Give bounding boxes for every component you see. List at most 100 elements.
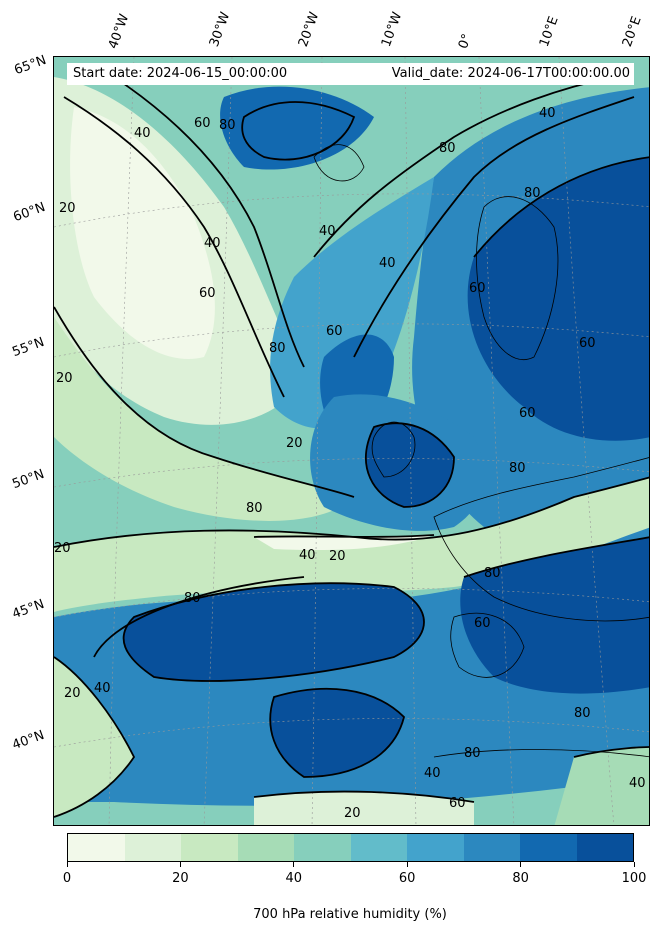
colorbar-tick: [66, 862, 68, 867]
graticule-lon-30w: [203, 57, 233, 825]
contour-label: 80: [246, 501, 263, 516]
contour-line-40-sw: [54, 656, 136, 818]
lat-label-40n: 40°N: [10, 727, 47, 754]
graticule-lat-50n: [54, 458, 649, 488]
contour-line-80-ne: [473, 156, 649, 258]
contour-line-40-diag: [313, 76, 615, 258]
contour-label: 20: [286, 436, 303, 451]
contour-label: 80: [574, 706, 591, 721]
coastlines: [313, 144, 649, 758]
contour-label: 20: [56, 371, 73, 386]
contour-label: 40: [319, 224, 336, 239]
graticule-lon-40w: [108, 57, 135, 825]
contour-label: 20: [59, 201, 76, 216]
contour-label: 40: [204, 236, 221, 251]
colorbar-tick: [633, 862, 635, 867]
contour-line-20-nw: [63, 96, 285, 398]
contour-label: 20: [64, 686, 81, 701]
contour-label: 60: [194, 116, 211, 131]
colorbar-segment: [237, 834, 294, 861]
contour-labels: 40 60 80 40 20 40 60 80 40 60 80 60 20 4…: [54, 106, 646, 821]
moist-band-north: [220, 86, 374, 170]
valid-date-label: Valid_date: 2024-06-17T00:00:00.00: [391, 66, 630, 81]
contour-label: 60: [579, 336, 596, 351]
contour-line-40-middle: [54, 476, 649, 548]
coast-scandinavia: [476, 196, 559, 360]
graticule-lon-10w: [404, 57, 417, 825]
colorbar-tick-label: 60: [398, 871, 416, 886]
contour-line-80-south: [122, 582, 425, 682]
contour-label: 80: [184, 591, 201, 606]
contour-label: 80: [484, 566, 501, 581]
contour-line-40-se: [573, 746, 649, 758]
humidity-fill-layer: [54, 77, 649, 825]
colorbar-label: 700 hPa relative humidity (%): [253, 907, 447, 922]
lon-label-20w: 20°W: [295, 10, 323, 49]
moist-central-europe-core: [365, 423, 454, 507]
colorbar: [67, 833, 634, 862]
contour-label: 60: [474, 616, 491, 631]
contour-line-20-west: [54, 306, 355, 498]
colorbar-tick: [520, 862, 522, 867]
coast-iceland: [313, 144, 365, 182]
contour-label: 80: [509, 461, 526, 476]
colorbar-tick-label: 40: [285, 871, 303, 886]
colorbar-tick-label: 0: [62, 871, 72, 886]
moist-core-sw: [270, 688, 404, 777]
lat-label-60n: 60°N: [11, 199, 48, 226]
contour-label: 60: [519, 406, 536, 421]
coast-iberia: [450, 612, 525, 678]
contour-label: 40: [299, 548, 316, 563]
lon-label-40w: 40°W: [105, 12, 133, 51]
header-box: [67, 63, 634, 85]
contour-label: 20: [329, 549, 346, 564]
contour-label: 40: [629, 776, 646, 791]
contour-line-80-north: [241, 101, 356, 161]
colorbar-tick: [179, 862, 181, 867]
humidity-map: 40 60 80 40 20 40 60 80 40 60 80 60 20 4…: [53, 56, 650, 826]
very-moist-core-se: [460, 537, 649, 694]
humidity-map-svg: 40 60 80 40 20 40 60 80 40 60 80 60 20 4…: [54, 57, 649, 825]
colorbar-tick-label: 100: [621, 871, 647, 886]
dry-region-se: [554, 747, 649, 825]
colorbar-segment: [124, 834, 181, 861]
contour-line-40-nw: [113, 76, 305, 368]
contour-label: 60: [469, 281, 486, 296]
moist-diagonal-band: [270, 177, 434, 429]
colorbar-segment: [407, 834, 464, 861]
colorbar-segment: [181, 834, 238, 861]
contour-label: 40: [379, 256, 396, 271]
very-moist-core-ne: [467, 157, 649, 441]
colorbar-segment: [463, 834, 520, 861]
colorbar-tick-label: 80: [512, 871, 529, 886]
graticule-lat-60n: [54, 193, 649, 228]
lon-label-20e: 20°E: [619, 14, 645, 50]
graticule-lat-55n: [54, 323, 649, 358]
contour-lines: [54, 76, 649, 818]
lat-label-55n: 55°N: [10, 334, 47, 361]
coast-british-isles: [371, 421, 416, 478]
dry-region-south: [254, 791, 474, 825]
contour-line-60-south: [93, 576, 305, 658]
contour-label: 20: [344, 806, 361, 821]
contour-line-80-sw: [269, 687, 405, 778]
lon-label-10w: 10°W: [378, 10, 406, 49]
contour-label: 40: [424, 766, 441, 781]
contour-line-60-diag: [353, 96, 635, 358]
graticule-lon-10e: [558, 57, 615, 825]
graticule-lat-40n: [54, 718, 649, 748]
lat-label-65n: 65°N: [12, 52, 49, 79]
contour-label: 40: [94, 681, 111, 696]
lat-label-50n: 50°N: [10, 466, 47, 493]
graticule-lon-20w: [311, 57, 323, 825]
colorbar-tick: [293, 862, 295, 867]
contour-line-80-se: [463, 536, 649, 578]
contour-label: 60: [199, 286, 216, 301]
contour-label: 80: [439, 141, 456, 156]
coast-continental-europe: [433, 457, 649, 622]
colorbar-segment: [520, 834, 577, 861]
colorbar-segment: [68, 834, 125, 861]
contour-label: 60: [449, 796, 466, 811]
start-date-label: Start date: 2024-06-15_00:00:00: [73, 66, 288, 81]
contour-label: 40: [134, 126, 151, 141]
